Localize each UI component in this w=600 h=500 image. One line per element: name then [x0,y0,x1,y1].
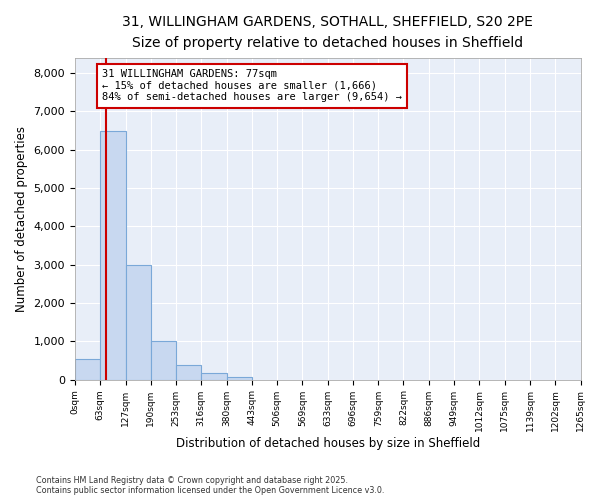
Title: 31, WILLINGHAM GARDENS, SOTHALL, SHEFFIELD, S20 2PE
Size of property relative to: 31, WILLINGHAM GARDENS, SOTHALL, SHEFFIE… [122,15,533,50]
Bar [227,376,252,380]
X-axis label: Distribution of detached houses by size in Sheffield: Distribution of detached houses by size … [176,437,480,450]
Bar [75,358,100,380]
Y-axis label: Number of detached properties: Number of detached properties [15,126,28,312]
Bar [201,373,227,380]
Bar [151,342,176,380]
Bar [100,130,125,380]
Text: 31 WILLINGHAM GARDENS: 77sqm
← 15% of detached houses are smaller (1,666)
84% of: 31 WILLINGHAM GARDENS: 77sqm ← 15% of de… [102,69,402,102]
Text: Contains HM Land Registry data © Crown copyright and database right 2025.
Contai: Contains HM Land Registry data © Crown c… [36,476,385,495]
Bar [125,264,151,380]
Bar [176,365,201,380]
